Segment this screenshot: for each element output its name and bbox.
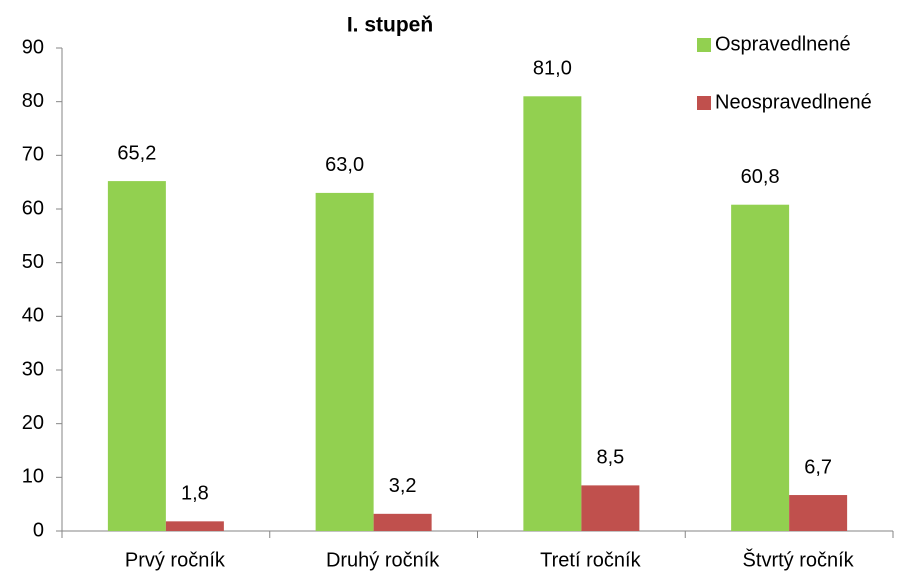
bar	[373, 513, 432, 531]
y-tick-label: 0	[33, 519, 44, 541]
x-tick-label: Štvrtý ročník	[743, 548, 855, 571]
chart-title: I. stupeň	[347, 14, 433, 37]
y-tick-label: 30	[22, 358, 44, 380]
y-tick-label: 60	[22, 197, 44, 219]
y-tick-label: 90	[22, 36, 44, 58]
x-tick-label: Tretí ročník	[540, 549, 641, 571]
y-tick-label: 10	[22, 466, 44, 488]
legend-label: Ospravedlnené	[715, 33, 851, 55]
value-label: 1,8	[181, 483, 209, 505]
legend-label: Neospravedlnené	[715, 91, 872, 113]
x-tick-label: Prvý ročník	[125, 549, 226, 571]
y-tick-label: 40	[22, 305, 44, 327]
bar	[315, 192, 374, 531]
value-label: 3,2	[389, 475, 417, 497]
y-tick-label: 50	[22, 251, 44, 273]
value-label: 8,5	[596, 447, 624, 469]
bar	[581, 485, 640, 531]
bar	[523, 96, 582, 532]
y-tick-label: 70	[22, 144, 44, 166]
bar	[731, 204, 790, 531]
bar	[789, 495, 848, 531]
x-tick-label: Druhý ročník	[326, 549, 440, 571]
value-label: 63,0	[325, 154, 364, 176]
value-label: 60,8	[741, 166, 780, 188]
value-label: 81,0	[533, 58, 572, 80]
bar	[107, 181, 166, 532]
y-tick-label: 20	[22, 412, 44, 434]
y-tick-label: 80	[22, 90, 44, 112]
legend-swatch	[697, 96, 711, 110]
bar	[165, 521, 224, 531]
legend-swatch	[697, 38, 711, 52]
value-label: 65,2	[117, 142, 156, 164]
value-label: 6,7	[804, 456, 832, 478]
